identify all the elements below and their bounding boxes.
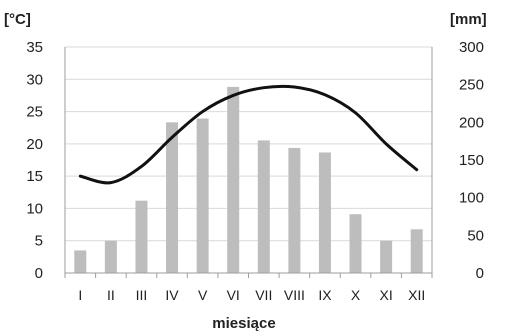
precipitation-bar-I bbox=[74, 250, 87, 273]
left-axis-unit-label: [°C] bbox=[4, 11, 31, 28]
precipitation-bar-XI bbox=[380, 240, 393, 273]
left-tick-label: 0 bbox=[35, 265, 43, 282]
x-axis-title: miesiące bbox=[212, 315, 275, 332]
right-tick-label: 250 bbox=[459, 77, 484, 94]
temperature-point-X bbox=[354, 111, 357, 115]
temperature-point-VI bbox=[232, 94, 235, 97]
temperature-line bbox=[78, 84, 419, 185]
temperature-point-VII bbox=[262, 86, 265, 89]
left-tick-label: 20 bbox=[26, 136, 43, 153]
x-tick-label-IV: IV bbox=[165, 287, 179, 303]
precipitation-bar-III bbox=[135, 200, 148, 273]
temperature-point-VIII bbox=[293, 85, 296, 89]
precipitation-bar-V bbox=[196, 118, 209, 273]
right-tick-label: 300 bbox=[459, 39, 484, 56]
x-tick-label-I: I bbox=[78, 287, 82, 303]
left-tick-label: 25 bbox=[26, 104, 43, 121]
x-tick-label-VIII: VIII bbox=[284, 287, 305, 303]
right-tick-label: 50 bbox=[467, 227, 484, 244]
precipitation-bar-X bbox=[349, 214, 362, 273]
right-tick-label: 0 bbox=[476, 265, 484, 282]
right-axis-unit-label: [mm] bbox=[450, 11, 487, 28]
temperature-point-XI bbox=[384, 142, 388, 146]
x-tick-label-XI: XI bbox=[380, 287, 393, 303]
x-tick-label-II: II bbox=[107, 287, 115, 303]
right-tick-label: 150 bbox=[459, 152, 484, 169]
precipitation-bar-XII bbox=[410, 229, 423, 273]
precipitation-bar-VIII bbox=[288, 147, 301, 273]
left-tick-label: 30 bbox=[26, 71, 43, 88]
axes bbox=[64, 47, 433, 278]
right-axis-ticks: 0 50 100 150 200 250 300 bbox=[459, 39, 484, 282]
temperature-point-V bbox=[201, 110, 204, 113]
gridlines bbox=[65, 46, 432, 242]
temperature-point-I bbox=[79, 174, 82, 178]
temperature-point-IX bbox=[323, 93, 327, 96]
precipitation-bars bbox=[74, 86, 423, 273]
left-tick-label: 15 bbox=[26, 168, 43, 185]
temperature-point-III bbox=[140, 165, 143, 168]
x-tick-label-XII: XII bbox=[408, 287, 425, 303]
x-axis-ticks: I II III IV V VI VII VIII IX X XI XII bbox=[78, 287, 425, 303]
precipitation-bar-VI bbox=[227, 86, 240, 273]
left-tick-label: 5 bbox=[35, 233, 43, 250]
right-tick-label: 200 bbox=[459, 114, 484, 131]
precipitation-bar-II bbox=[104, 240, 117, 273]
precipitation-bar-VII bbox=[257, 140, 270, 273]
temperature-point-IV bbox=[170, 136, 174, 139]
temperature-point-XII bbox=[415, 168, 418, 171]
x-tick-label-VII: VII bbox=[255, 287, 272, 303]
left-tick-label: 10 bbox=[26, 200, 43, 217]
x-tick-label-III: III bbox=[136, 287, 148, 303]
x-tick-label-X: X bbox=[351, 287, 361, 303]
right-tick-label: 100 bbox=[459, 190, 484, 207]
left-tick-label: 35 bbox=[26, 39, 43, 56]
precipitation-bar-IV bbox=[166, 122, 179, 273]
x-tick-label-VI: VI bbox=[227, 287, 240, 303]
x-tick-label-IX: IX bbox=[318, 287, 332, 303]
x-tick-label-V: V bbox=[198, 287, 208, 303]
left-axis-ticks: 0 5 10 15 20 25 30 35 bbox=[26, 39, 43, 282]
precipitation-bar-IX bbox=[318, 152, 331, 273]
temperature-line-path bbox=[78, 84, 419, 185]
temperature-point-II bbox=[109, 181, 113, 184]
